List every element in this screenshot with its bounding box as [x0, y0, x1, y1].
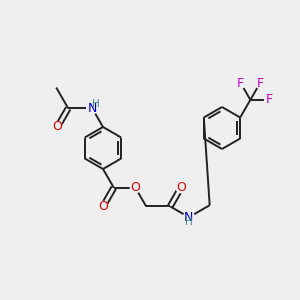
Text: F: F [256, 77, 263, 90]
Text: O: O [176, 181, 186, 194]
Text: F: F [237, 77, 244, 90]
Circle shape [176, 183, 186, 193]
Text: O: O [52, 121, 62, 134]
Circle shape [130, 183, 140, 193]
Circle shape [265, 95, 275, 105]
Text: N: N [88, 102, 97, 115]
Circle shape [98, 201, 108, 212]
Circle shape [236, 78, 246, 88]
Text: H: H [185, 217, 193, 227]
Circle shape [87, 103, 98, 114]
Circle shape [183, 212, 194, 223]
Text: N: N [184, 211, 194, 224]
Text: O: O [98, 200, 108, 213]
Text: F: F [266, 93, 273, 106]
Text: O: O [130, 181, 140, 194]
Circle shape [255, 78, 265, 88]
Circle shape [52, 122, 62, 132]
Text: H: H [92, 99, 100, 109]
